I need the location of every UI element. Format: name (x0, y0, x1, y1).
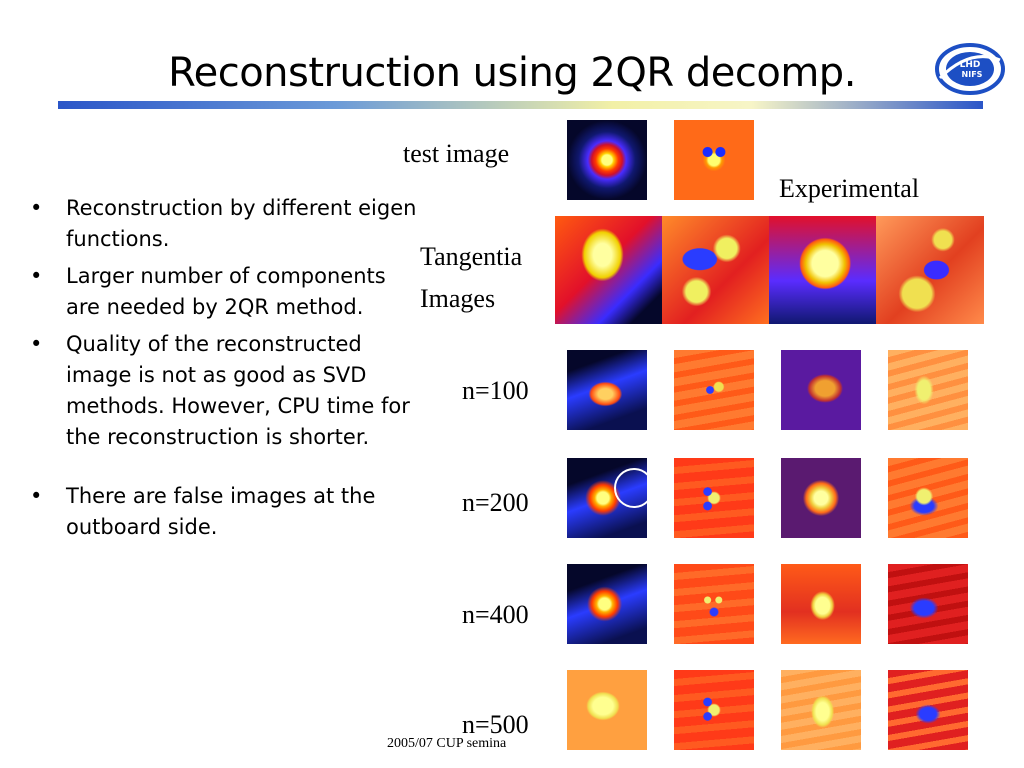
tangential-image-1 (555, 216, 663, 324)
bullet-item: Larger number of components are needed b… (30, 261, 425, 323)
recon-n100-4 (888, 350, 968, 430)
recon-n100-2 (674, 350, 754, 430)
tangential-image-3 (769, 216, 877, 324)
experimental-label: Experimental (779, 174, 920, 203)
recon-n500-1 (567, 670, 647, 750)
recon-n500-3 (781, 670, 861, 750)
bullet-list: Reconstruction by different eigen functi… (30, 193, 425, 549)
recon-n500-2 (674, 670, 754, 750)
highlight-circle (614, 468, 654, 508)
recon-n500-4 (888, 670, 968, 750)
recon-n200-4 (888, 458, 968, 538)
recon-n400-2 (674, 564, 754, 644)
recon-n200-2 (674, 458, 754, 538)
svg-text:NIFS: NIFS (962, 70, 983, 79)
tangential-label: Tangentia (420, 242, 523, 271)
lhd-nifs-logo-icon: LHD NIFS (935, 43, 1005, 95)
tangential-image-2 (662, 216, 770, 324)
slide-title: Reconstruction using 2QR decomp. (168, 50, 856, 96)
bullet-item: Reconstruction by different eigen functi… (30, 193, 425, 255)
test-image-1 (567, 120, 647, 200)
test-image-label: test image (403, 139, 510, 168)
n500-label: n=500 (462, 710, 529, 739)
n400-label: n=400 (462, 600, 529, 629)
n100-label: n=100 (462, 376, 529, 405)
recon-n400-1 (567, 564, 647, 644)
test-image-2 (674, 120, 754, 200)
recon-n100-1 (567, 350, 647, 430)
recon-n100-3 (781, 350, 861, 430)
bullet-item: Quality of the reconstructed image is no… (30, 329, 425, 453)
recon-n400-3 (781, 564, 861, 644)
recon-n400-4 (888, 564, 968, 644)
bullet-item: There are false images at the outboard s… (30, 481, 425, 543)
svg-text:LHD: LHD (960, 60, 981, 70)
recon-n200-3 (781, 458, 861, 538)
n200-label: n=200 (462, 488, 529, 517)
title-underline (58, 101, 983, 109)
footer-text: 2005/07 CUP semina (387, 736, 507, 751)
tangential-image-4 (876, 216, 984, 324)
images-label: Images (420, 284, 496, 313)
